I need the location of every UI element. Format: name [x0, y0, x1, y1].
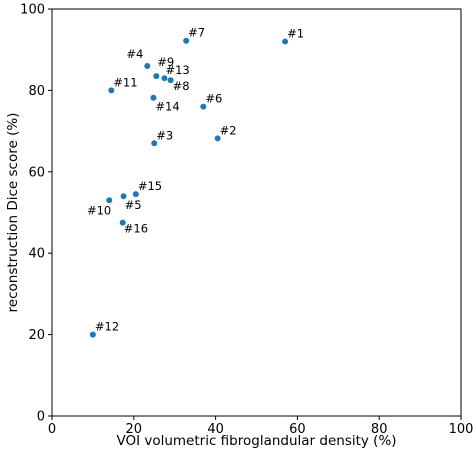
data-point	[132, 191, 139, 198]
x-tick-label: 20	[126, 422, 143, 437]
x-tick-label: 80	[371, 422, 388, 437]
data-point	[119, 219, 126, 226]
y-tick-label: 40	[28, 247, 45, 262]
x-tick-label: 100	[449, 422, 474, 437]
x-tick-label: 40	[207, 422, 224, 437]
point-label: #3	[156, 128, 173, 142]
x-tick-label: 60	[289, 422, 306, 437]
point-label: #4	[126, 47, 143, 61]
point-label: #7	[188, 26, 205, 40]
point-labels: #1 #2 #3 #4 #5 #6 #7 #8 #9 #10 #11 #12 #13 #14 #15 #16	[87, 26, 304, 334]
data-point	[144, 62, 151, 69]
data-point	[151, 140, 158, 147]
data-point	[106, 197, 113, 204]
data-point	[153, 73, 160, 80]
x-axis-label: VOI volumetric fibroglandular density (%…	[116, 433, 396, 449]
data-point	[150, 94, 157, 101]
data-point	[200, 103, 207, 110]
point-label: #14	[155, 100, 179, 114]
point-label: #2	[220, 123, 237, 137]
data-point	[120, 193, 127, 200]
data-point	[167, 77, 174, 84]
point-label: #8	[173, 79, 190, 93]
y-tick-label: 100	[20, 3, 45, 18]
y-axis-label: reconstruction Dice score (%)	[5, 113, 21, 313]
y-tick-label: 60	[28, 165, 45, 180]
y-tick-label: 20	[28, 328, 45, 343]
plot-area	[51, 8, 462, 417]
data-points	[89, 37, 289, 338]
point-label: #16	[124, 222, 148, 236]
data-point	[282, 38, 289, 45]
point-label: #10	[87, 203, 111, 217]
point-label: #1	[287, 27, 304, 41]
point-label: #15	[138, 179, 162, 193]
plot-frame	[51, 8, 462, 417]
point-label: #13	[165, 63, 189, 77]
data-point	[183, 37, 190, 44]
point-label: #5	[125, 198, 142, 212]
y-axis-ticks: 0 20 40 60 80 100	[20, 3, 52, 425]
x-tick-label: 0	[48, 422, 56, 437]
data-point	[108, 87, 115, 94]
x-axis-ticks: 0 20 40 60 80 100	[48, 416, 474, 437]
y-tick-label: 80	[28, 84, 45, 99]
data-point	[161, 75, 168, 82]
data-point	[214, 135, 221, 142]
point-label: #12	[95, 320, 119, 334]
data-point	[89, 331, 96, 338]
point-label: #6	[205, 92, 222, 106]
y-tick-label: 0	[37, 410, 45, 425]
point-label: #9	[157, 55, 174, 69]
point-label: #11	[113, 75, 137, 89]
